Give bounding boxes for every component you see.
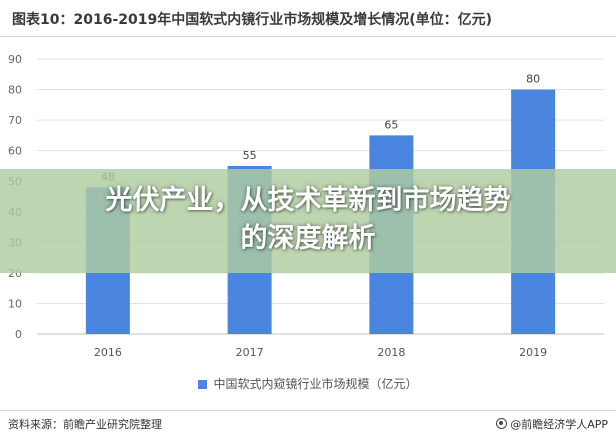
brand-logo-icon [496, 418, 508, 429]
y-tick-label: 60 [8, 145, 22, 158]
y-tick-label: 0 [15, 328, 22, 341]
footer-divider [0, 410, 616, 411]
x-tick-label: 2019 [519, 346, 547, 359]
x-tick-label: 2018 [377, 346, 405, 359]
chart-title: 图表10：2016-2019年中国软式内镜行业市场规模及增长情况(单位：亿元) [12, 12, 493, 28]
y-tick-label: 80 [8, 84, 22, 97]
data-label: 55 [243, 149, 257, 162]
headline-overlay: 光伏产业，从技术革新到市场趋势 的深度解析 [0, 169, 616, 273]
x-tick-label: 2016 [94, 346, 122, 359]
x-axis-ticks: 2016 2017 2018 2019 [94, 346, 547, 359]
chart-legend: 中国软式内窥镜行业市场规模（亿元） [0, 375, 616, 392]
legend-swatch [198, 380, 208, 389]
brand-label: @前瞻经济学人APP [510, 418, 608, 431]
headline-line-2: 的深度解析 [240, 223, 376, 254]
title-divider [0, 36, 616, 37]
legend-label: 中国软式内窥镜行业市场规模（亿元） [213, 377, 418, 391]
y-tick-label: 10 [8, 297, 22, 310]
brand-credit: @前瞻经济学人APP [496, 416, 608, 432]
y-tick-label: 90 [8, 53, 22, 66]
headline-line-1: 光伏产业，从技术革新到市场趋势 [105, 185, 511, 216]
source-note: 资料来源：前瞻产业研究院整理 [8, 418, 162, 431]
headline-text: 光伏产业，从技术革新到市场趋势 的深度解析 [20, 182, 596, 258]
data-label: 65 [384, 118, 398, 131]
data-label: 80 [526, 73, 540, 86]
y-tick-label: 70 [8, 114, 22, 127]
x-tick-label: 2017 [236, 346, 264, 359]
